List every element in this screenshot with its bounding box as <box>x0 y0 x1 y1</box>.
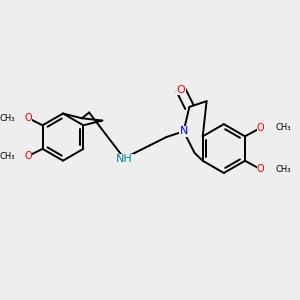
Text: NH: NH <box>116 154 133 164</box>
Text: O: O <box>257 164 265 174</box>
Text: CH₃: CH₃ <box>275 165 291 174</box>
Text: CH₃: CH₃ <box>275 123 291 132</box>
Text: O: O <box>257 123 265 133</box>
Text: CH₃: CH₃ <box>0 152 15 160</box>
Text: O: O <box>24 113 32 123</box>
Text: O: O <box>176 85 185 95</box>
Text: CH₃: CH₃ <box>0 114 15 123</box>
Text: N: N <box>179 126 188 136</box>
Text: O: O <box>24 151 32 161</box>
